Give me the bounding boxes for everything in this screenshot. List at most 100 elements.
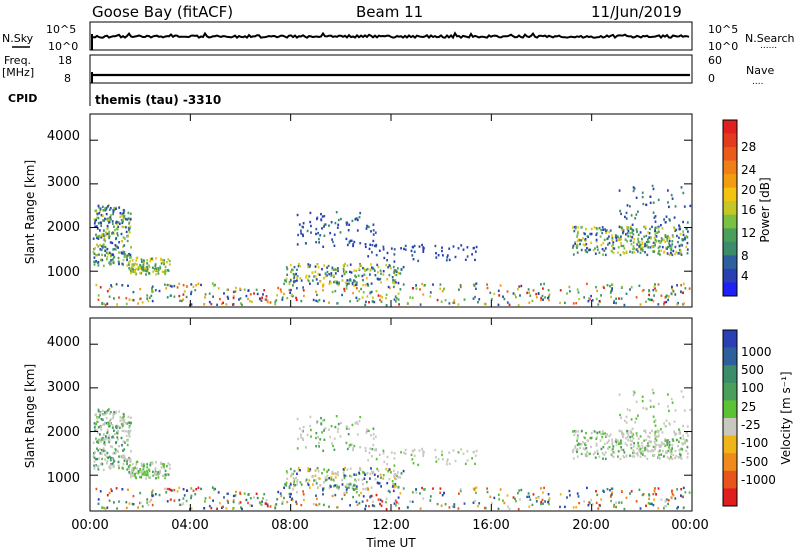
power-point <box>316 217 318 221</box>
velocity-ytick-2000: 2000 <box>47 425 80 440</box>
power-point <box>689 204 692 208</box>
velocity-point <box>673 420 676 423</box>
freq-tick-top: 18 <box>58 54 72 67</box>
velocity-point <box>164 475 167 478</box>
power-point <box>604 247 607 250</box>
velocity-point <box>382 452 385 455</box>
velocity-point <box>331 470 334 473</box>
velocity-point <box>102 468 105 472</box>
power-point <box>210 302 213 306</box>
velocity-point <box>503 501 506 505</box>
velocity-point <box>352 448 354 452</box>
power-point <box>346 243 349 247</box>
velocity-point <box>566 496 568 499</box>
velocity-point <box>371 447 374 451</box>
velocity-point <box>126 443 129 447</box>
power-point <box>387 266 390 269</box>
velocity-point <box>331 472 334 475</box>
velocity-point <box>296 447 299 450</box>
velocity-point <box>315 482 318 485</box>
power-point <box>185 295 188 299</box>
power-point <box>148 296 151 299</box>
power-point <box>146 270 149 273</box>
velocity-point <box>620 430 623 433</box>
velocity-point <box>595 442 598 446</box>
power-point <box>670 251 672 254</box>
power-point <box>372 229 375 232</box>
power-point <box>651 225 653 228</box>
power-point <box>679 232 682 236</box>
velocity-point <box>658 453 660 457</box>
velocity-point <box>386 463 388 466</box>
velocity-point <box>673 430 675 433</box>
power-point <box>671 234 674 237</box>
velocity-point <box>577 495 580 498</box>
power-point <box>109 263 111 266</box>
power-point <box>377 265 380 269</box>
velocity-point <box>123 459 126 463</box>
power-point <box>291 294 294 298</box>
velocity-point <box>307 483 310 487</box>
power-point <box>675 250 678 254</box>
velocity-point <box>667 449 669 453</box>
velocity-point <box>343 474 346 477</box>
power-point <box>219 297 221 301</box>
power-point <box>602 253 604 256</box>
power-point <box>121 240 123 243</box>
power-point <box>289 291 291 294</box>
power-point <box>347 229 350 232</box>
power-point <box>128 227 131 230</box>
power-point <box>309 264 312 267</box>
power-point <box>615 301 617 305</box>
velocity-point <box>285 481 288 484</box>
velocity-point <box>101 506 103 509</box>
power-point <box>377 271 379 274</box>
power-point <box>315 232 317 236</box>
velocity-point <box>241 507 243 511</box>
power-point <box>331 266 334 269</box>
velocity-point <box>590 436 593 440</box>
power-point <box>680 243 683 246</box>
velocity-point <box>649 502 652 505</box>
velocity-point <box>166 500 169 503</box>
power-point <box>339 231 342 234</box>
velocity-point <box>211 486 214 489</box>
power-point <box>103 237 106 240</box>
velocity-point <box>115 441 118 444</box>
velocity-point <box>392 489 395 493</box>
velocity-point <box>361 478 364 482</box>
velocity-point <box>584 442 587 445</box>
velocity-point <box>118 500 120 503</box>
power-point <box>678 252 680 255</box>
power-point <box>129 225 132 228</box>
velocity-point <box>632 437 635 440</box>
power-point <box>669 244 671 247</box>
velocity-point <box>611 438 613 441</box>
velocity-point <box>136 467 138 470</box>
power-point <box>126 264 129 267</box>
velocity-point <box>685 449 688 453</box>
velocity-point <box>459 488 462 491</box>
velocity-point <box>167 473 170 476</box>
velocity-point <box>365 480 368 484</box>
power-point <box>136 263 138 266</box>
velocity-point <box>148 469 151 473</box>
power-point <box>116 245 118 248</box>
power-point <box>548 293 551 296</box>
power-point <box>667 245 669 249</box>
power-point <box>145 269 148 273</box>
velocity-point <box>676 438 678 442</box>
velocity-ytick-3000: 3000 <box>47 380 80 395</box>
power-point <box>654 220 657 223</box>
power-point <box>671 197 674 200</box>
power-point <box>123 214 126 218</box>
power-point <box>360 287 362 291</box>
power-point <box>283 292 285 296</box>
power-point <box>574 241 577 244</box>
power-point <box>400 268 403 271</box>
power-point <box>654 283 656 286</box>
nave-legend: .... <box>752 77 763 87</box>
power-point <box>486 286 489 290</box>
power-point <box>422 248 425 251</box>
velocity-point <box>309 415 312 419</box>
